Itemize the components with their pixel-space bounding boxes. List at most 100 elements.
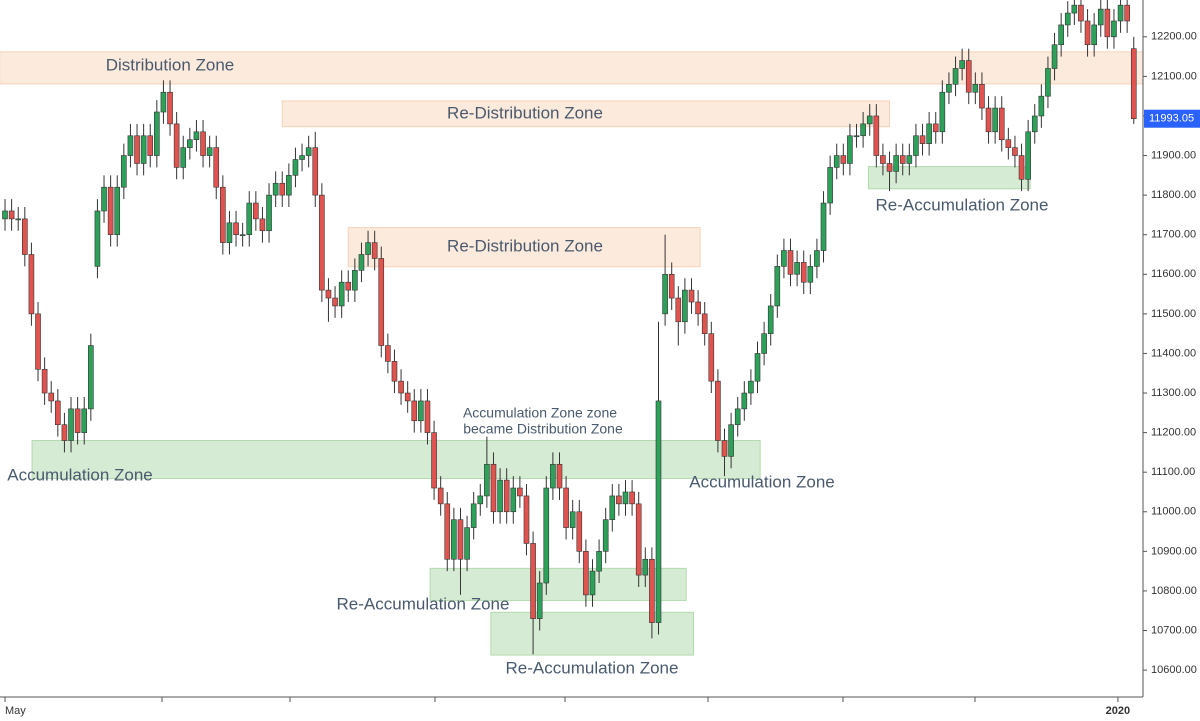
candle-body — [187, 139, 193, 148]
candle-body — [220, 186, 226, 243]
candle-body — [233, 222, 239, 236]
candle-body — [932, 123, 939, 133]
candle-body — [160, 91, 167, 113]
zone — [281, 100, 891, 128]
y-tick-label: 11500.00 — [1151, 308, 1196, 320]
annotation: Re-Distribution Zone — [447, 103, 603, 122]
candle-body — [748, 380, 754, 394]
candle-body — [352, 270, 358, 291]
candle-body — [946, 84, 952, 93]
candle-body — [154, 111, 160, 156]
candle-body — [1071, 4, 1078, 14]
price-axis-bg — [1143, 0, 1200, 721]
candle-body — [794, 262, 800, 275]
candle-body — [134, 135, 140, 164]
candle-body — [649, 558, 655, 623]
candle-body — [437, 487, 444, 505]
candle-body — [728, 424, 734, 457]
candle-body — [616, 495, 622, 505]
candle-body — [378, 258, 385, 346]
candle-body — [866, 115, 873, 125]
candle-body — [206, 147, 213, 156]
candle-body — [913, 135, 919, 156]
candle-body — [88, 345, 94, 410]
candle-body — [820, 202, 827, 251]
candle-body — [701, 313, 708, 334]
candle-body — [173, 123, 180, 168]
y-tick-label: 10700.00 — [1151, 624, 1197, 636]
candle-body — [1005, 139, 1012, 148]
candle-body — [1078, 4, 1084, 22]
candle-body — [28, 254, 35, 315]
annotation: Re-Accumulation Zone — [506, 658, 679, 677]
candle-body — [444, 503, 451, 560]
candle-body — [457, 519, 464, 560]
zone — [31, 440, 761, 480]
candle-body — [979, 84, 985, 109]
candle-body — [385, 345, 391, 362]
zone — [429, 567, 687, 601]
candle-body — [1064, 12, 1071, 26]
zone — [490, 611, 694, 656]
candle-body — [8, 210, 15, 220]
candle-body — [1031, 115, 1038, 133]
candle-body — [319, 194, 325, 291]
candle-body — [543, 487, 550, 584]
candle-body — [992, 107, 998, 133]
candle-body — [490, 463, 497, 513]
candle-body — [365, 242, 371, 255]
candle-body — [470, 503, 477, 528]
candle-body — [807, 266, 814, 283]
candle-body — [431, 432, 437, 489]
candle-body — [569, 511, 576, 528]
candle-body — [642, 558, 649, 576]
candle-body — [74, 408, 81, 433]
candle-body — [2, 210, 8, 220]
candle-body — [840, 155, 847, 164]
candle-body — [239, 234, 246, 237]
candle-body — [121, 155, 127, 188]
candle-body — [398, 380, 404, 394]
candle-body — [292, 159, 299, 176]
y-tick-label: 12100.00 — [1151, 70, 1197, 82]
candle-body — [959, 60, 965, 69]
y-tick-label: 11300.00 — [1151, 387, 1196, 399]
time-axis-bg — [0, 697, 1200, 721]
candle-body — [391, 361, 398, 382]
candle-body — [873, 115, 880, 156]
candle-body — [253, 202, 259, 220]
candle-body — [952, 68, 959, 85]
annotation: Accumulation Zone zone — [463, 405, 617, 421]
candle-body — [761, 333, 767, 354]
candle-body — [781, 250, 787, 267]
candle-body — [180, 147, 187, 168]
candle-body — [985, 107, 992, 133]
candle-body — [906, 155, 913, 164]
candle-body — [35, 313, 41, 370]
candle-body — [708, 333, 715, 382]
candle-body — [602, 519, 609, 552]
candle-body — [81, 408, 88, 433]
candle-body — [1058, 24, 1064, 46]
candle-body — [68, 408, 74, 441]
candle-body — [193, 131, 200, 141]
candle-body — [1124, 4, 1130, 22]
candle-body — [213, 147, 220, 188]
candle-body — [484, 463, 490, 497]
candle-body — [140, 135, 147, 164]
y-tick-label: 11000.00 — [1151, 506, 1196, 518]
candle-body — [332, 297, 338, 307]
candle-body — [48, 392, 55, 402]
annotation: Accumulation Zone — [689, 472, 835, 491]
candle-body — [787, 250, 794, 275]
candle-body — [682, 289, 688, 323]
zone — [867, 166, 1031, 190]
candle-body — [675, 297, 682, 323]
candle-body — [345, 281, 352, 291]
candle-body — [497, 479, 503, 513]
candle-body — [919, 135, 926, 144]
candle-body — [853, 135, 860, 138]
candle-body — [833, 155, 840, 168]
candle-body — [635, 503, 642, 576]
